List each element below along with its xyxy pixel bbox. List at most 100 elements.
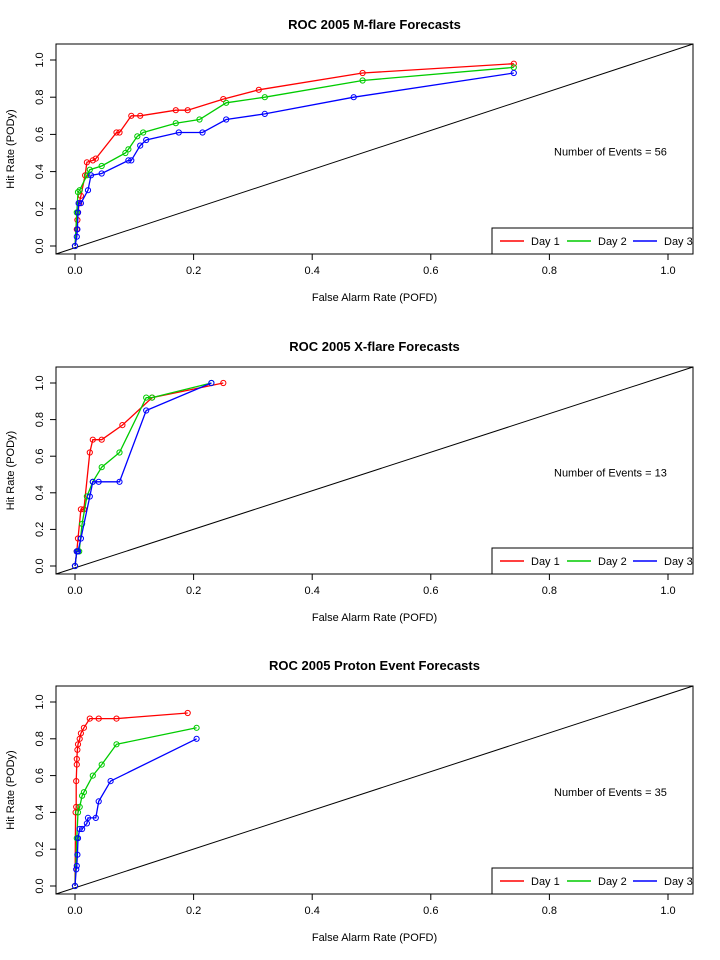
x-axis-label: False Alarm Rate (POFD)	[312, 292, 437, 304]
data-point	[125, 157, 132, 164]
y-tick-label: 0.6	[34, 768, 46, 783]
y-tick-label: 0.0	[34, 558, 46, 573]
data-point	[95, 715, 102, 722]
y-tick-label: 0.4	[34, 805, 46, 820]
legend-label: Day 2	[598, 236, 627, 248]
data-point	[196, 116, 203, 123]
data-point	[184, 709, 191, 717]
x-tick-label: 0.8	[542, 585, 557, 597]
x-tick-label: 0.4	[305, 905, 320, 917]
plot-frame	[55, 685, 694, 895]
data-point	[76, 803, 83, 811]
y-tick-label: 1.0	[34, 375, 46, 390]
data-point	[223, 99, 230, 106]
x-tick-label: 0.6	[423, 585, 438, 597]
data-point	[89, 772, 96, 779]
legend: Day 1 Day 2 Day 3	[491, 547, 694, 575]
data-point	[137, 142, 144, 149]
x-tick-label: 0.4	[305, 585, 320, 597]
data-point	[113, 129, 120, 136]
data-point	[74, 741, 82, 748]
number-of-events-annotation: Number of Events = 13	[554, 468, 667, 480]
data-point	[87, 172, 95, 179]
number-of-events-annotation: Number of Events = 35	[554, 787, 667, 799]
legend-box	[491, 227, 694, 255]
data-point	[208, 379, 215, 387]
series-day-3	[71, 735, 200, 890]
data-point	[128, 157, 135, 164]
legend-label: Day 1	[531, 876, 560, 888]
data-point	[143, 136, 150, 144]
data-point	[74, 209, 82, 216]
data-point	[74, 809, 82, 816]
data-point	[89, 157, 96, 164]
series-day-2	[71, 64, 517, 250]
chart-title: ROC 2005 X-flare Forecasts	[289, 339, 460, 354]
data-point	[98, 436, 105, 443]
series-day-1	[71, 709, 191, 890]
data-point	[95, 798, 102, 805]
data-point	[76, 187, 83, 194]
series-day-3	[71, 69, 517, 250]
x-axis-label: False Alarm Rate (POFD)	[312, 932, 437, 944]
legend: Day 1 Day 2 Day 3	[491, 227, 694, 255]
y-tick-label: 0.4	[34, 164, 46, 179]
series-line	[74, 712, 188, 887]
data-point	[80, 724, 88, 731]
data-point	[98, 761, 105, 768]
y-tick-label: 0.2	[34, 201, 46, 216]
data-point	[79, 792, 86, 799]
data-point	[113, 715, 120, 722]
x-tick-label: 0.8	[542, 905, 557, 917]
data-point	[149, 394, 156, 401]
data-point	[74, 548, 82, 555]
x-axis-label: False Alarm Rate (POFD)	[312, 612, 437, 624]
data-point	[86, 449, 93, 456]
x-tick-label: 0.2	[186, 265, 201, 277]
x-tick-label: 1.0	[660, 585, 675, 597]
data-point	[74, 835, 82, 842]
data-point	[77, 506, 85, 513]
data-point	[220, 96, 227, 103]
data-point	[116, 129, 123, 136]
data-point	[84, 814, 92, 822]
data-point	[95, 478, 102, 485]
data-point	[79, 825, 86, 833]
data-point	[359, 69, 366, 77]
x-tick-label: 0.6	[423, 265, 438, 277]
data-point	[359, 77, 366, 84]
data-point	[223, 116, 230, 123]
data-point	[113, 741, 120, 748]
data-point	[199, 129, 206, 136]
y-tick-label: 0.0	[34, 878, 46, 893]
plot-frame	[55, 366, 694, 575]
data-point	[86, 715, 93, 722]
data-point	[73, 866, 80, 873]
data-point	[92, 814, 99, 822]
plot-frame	[55, 43, 694, 255]
legend-label: Day 2	[598, 876, 627, 888]
y-axis-label: Hit Rate (PODy)	[5, 750, 17, 829]
diagonal-reference-line	[55, 685, 694, 895]
x-tick-label: 0.0	[67, 905, 82, 917]
data-point	[184, 107, 191, 114]
data-point	[143, 394, 150, 401]
series-day-1	[71, 60, 517, 250]
data-point	[172, 120, 179, 127]
chart-title: ROC 2005 M-flare Forecasts	[288, 17, 461, 32]
series-line	[74, 382, 224, 567]
y-tick-label: 0.2	[34, 522, 46, 537]
data-point	[73, 803, 80, 811]
data-point	[77, 200, 85, 207]
data-point	[116, 449, 123, 456]
data-point	[74, 851, 81, 858]
legend: Day 1 Day 2 Day 3	[491, 867, 694, 895]
data-point	[83, 159, 91, 166]
series-line	[74, 63, 514, 247]
diagonal-reference-line	[55, 366, 694, 575]
data-point	[73, 862, 80, 869]
data-point	[128, 112, 135, 119]
x-tick-label: 0.0	[67, 585, 82, 597]
data-point	[98, 464, 105, 471]
y-tick-label: 0.8	[34, 731, 46, 746]
